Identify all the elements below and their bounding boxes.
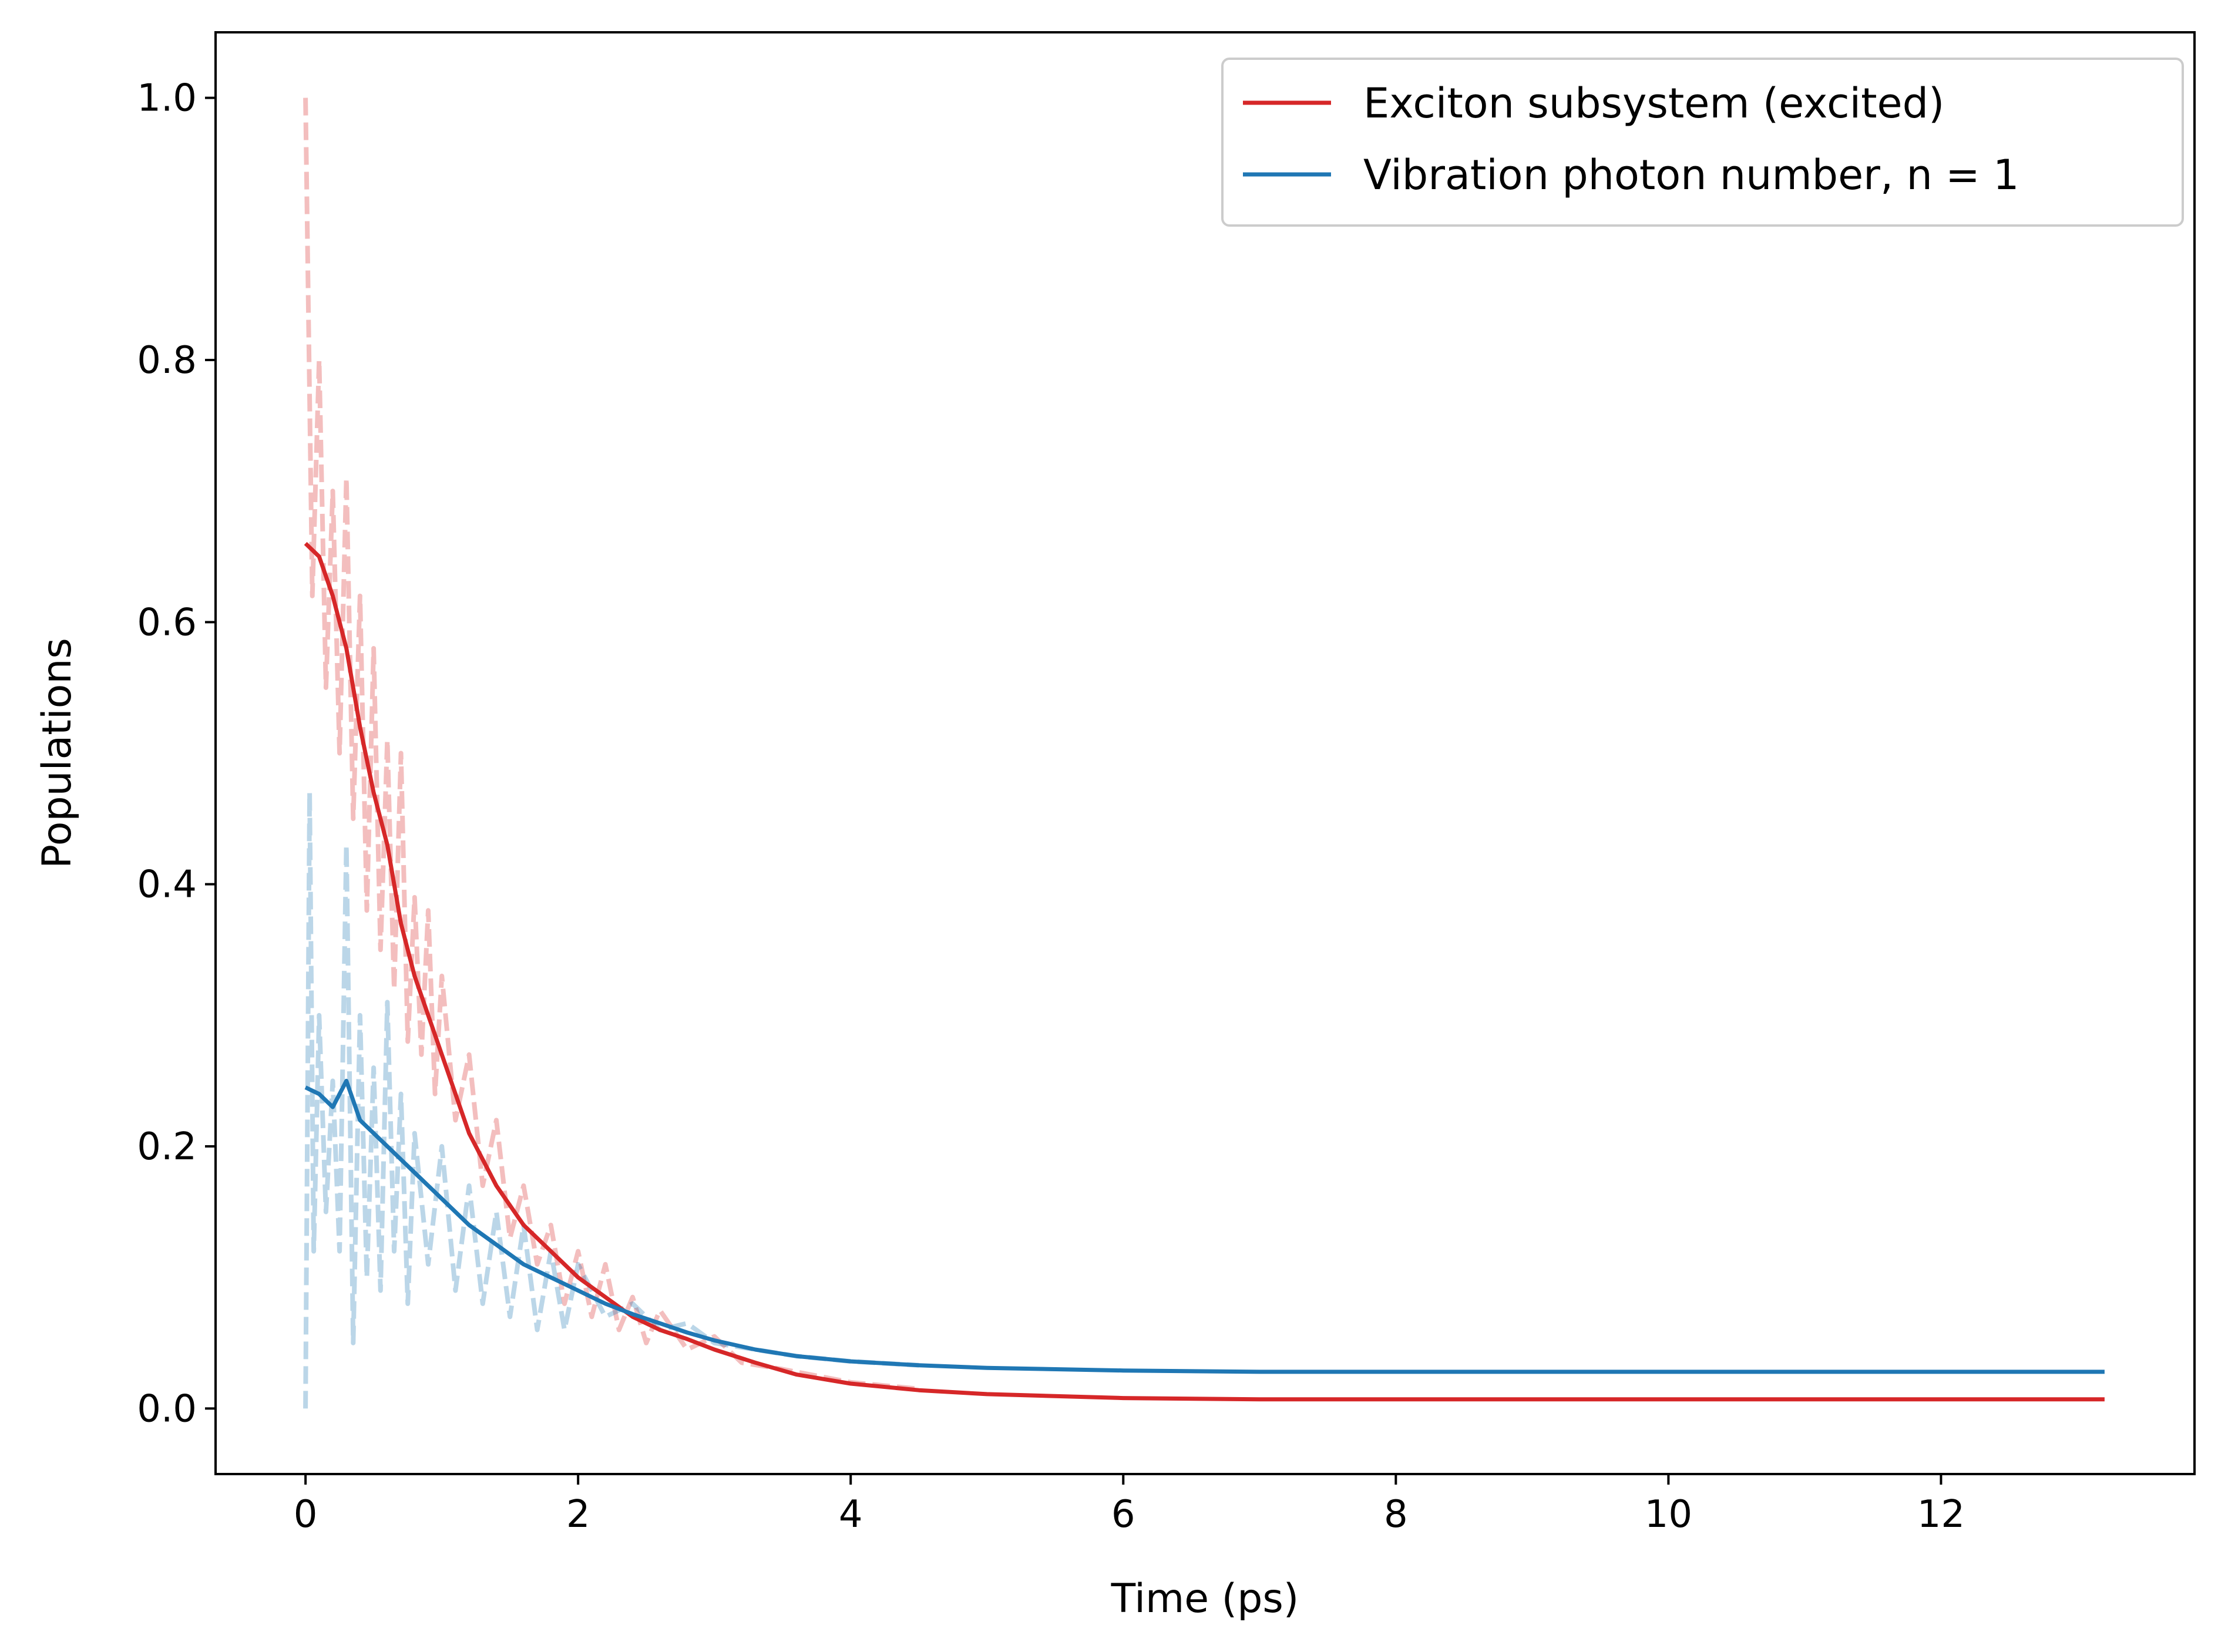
x-tick-label: 10 xyxy=(1645,1493,1692,1536)
y-tick-label: 1.0 xyxy=(137,77,197,120)
x-tick-label: 0 xyxy=(294,1493,318,1536)
x-tick-label: 6 xyxy=(1111,1493,1135,1536)
x-tick-label: 4 xyxy=(839,1493,863,1536)
x-tick-label: 8 xyxy=(1384,1493,1408,1536)
legend-label: Exciton subsystem (excited) xyxy=(1363,79,1944,127)
legend-label: Vibration photon number, n = 1 xyxy=(1363,151,2019,199)
y-axis-title: Populations xyxy=(34,638,80,869)
x-axis: 0 2 4 6 8 10 12 xyxy=(294,1474,1965,1536)
y-axis: 0.0 0.2 0.4 0.6 0.8 1.0 xyxy=(137,77,216,1431)
x-axis-title: Time (ps) xyxy=(1111,1576,1299,1622)
legend-box xyxy=(1221,58,2184,227)
series-line-0 xyxy=(304,541,2105,1402)
x-tick-label: 2 xyxy=(566,1493,590,1536)
plot-frame xyxy=(214,31,2196,1475)
y-tick-label: 0.2 xyxy=(137,1125,197,1169)
y-tick-label: 0.6 xyxy=(137,601,197,644)
y-tick-label: 0.4 xyxy=(137,863,197,907)
x-tick-label: 12 xyxy=(1917,1493,1965,1536)
y-tick-label: 0.0 xyxy=(137,1387,197,1431)
faint-series-line-2 xyxy=(303,97,919,1391)
main-series-layer xyxy=(304,541,2105,1402)
y-tick-label: 0.8 xyxy=(137,339,197,382)
legend: Exciton subsystem (excited) Vibration pho… xyxy=(1221,58,2184,227)
series-line-1 xyxy=(304,1079,2105,1374)
